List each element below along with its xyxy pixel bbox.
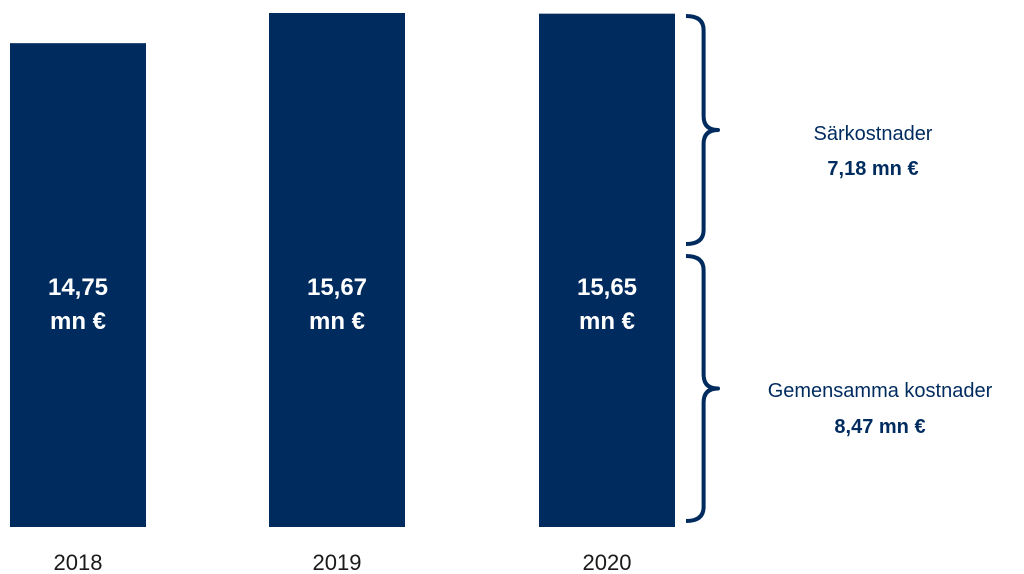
category-label-2020: 2020 — [583, 550, 632, 574]
brace-sarkostnader — [685, 14, 720, 246]
category-label-2019: 2019 — [313, 550, 362, 574]
annotation-sarkostnader-value: 7,18 mn € — [827, 158, 918, 180]
annotation-gemensamma-value: 8,47 mn € — [834, 416, 925, 438]
brace-gemensamma-kostnader — [685, 254, 720, 523]
annotation-gemensamma-title: Gemensamma kostnader — [768, 380, 993, 402]
labels-layer: 14,75 mn € 2018 15,67 mn € 2019 15,65 mn € 2020 — [48, 274, 637, 574]
bars-layer — [10, 13, 675, 528]
bar-value-label-2019: 15,67 — [307, 274, 367, 301]
bar-unit-label-2018: mn € — [50, 308, 106, 335]
annotation-layer: Särkostnader 7,18 mn € Gemensamma kostna… — [768, 123, 993, 438]
bar-value-label-2018: 14,75 — [48, 274, 108, 301]
brace-layer — [685, 14, 720, 523]
bar-unit-label-2019: mn € — [309, 308, 365, 335]
annotation-sarkostnader-title: Särkostnader — [814, 123, 933, 145]
bar-2018 — [10, 43, 146, 528]
bar-2019 — [269, 13, 405, 527]
category-label-2018: 2018 — [54, 550, 103, 574]
bar-value-label-2020: 15,65 — [577, 274, 637, 301]
bar-2020 — [539, 13, 675, 528]
bar-unit-label-2020: mn € — [579, 308, 635, 335]
